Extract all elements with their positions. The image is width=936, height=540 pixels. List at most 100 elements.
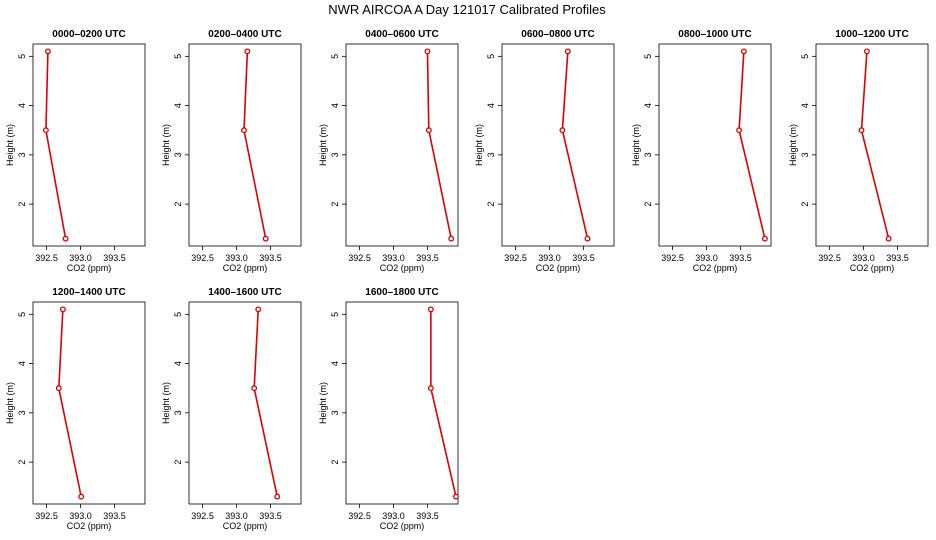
x-tick-label: 393.5 — [259, 511, 282, 521]
x-axis-label: CO2 (ppm) — [693, 263, 738, 273]
y-tick-label: 4 — [173, 361, 183, 366]
y-tick-label: 3 — [173, 152, 183, 157]
x-tick-label: 392.5 — [35, 253, 58, 263]
profile-panel-5: 0800–1000 UTC 392.5 393.0 393.5 2 3 4 5 CO2 (ppm… — [631, 29, 772, 273]
x-tick-label: 393.5 — [572, 253, 595, 263]
y-tick-label: 4 — [17, 361, 27, 366]
y-axis-label: Height (m) — [161, 124, 171, 166]
y-tick-label: 5 — [173, 312, 183, 317]
y-tick-label: 3 — [643, 152, 653, 157]
y-tick-label: 3 — [800, 152, 810, 157]
panel-title: 1000–1200 UTC — [835, 29, 908, 40]
profile-line — [860, 51, 890, 239]
profile-point — [241, 127, 247, 134]
profile-point — [427, 306, 434, 313]
profile-point — [44, 48, 51, 55]
y-axis-label: Height (m) — [5, 124, 15, 166]
panel-title: 0400–0600 UTC — [365, 29, 438, 40]
y-tick-label: 4 — [330, 103, 340, 108]
y-tick-label: 3 — [173, 410, 183, 415]
x-axis-label: CO2 (ppm) — [67, 521, 112, 531]
profile-line — [738, 51, 766, 239]
x-tick-label: 393.5 — [103, 511, 126, 521]
profile-point — [244, 48, 251, 55]
plot-frame — [345, 301, 459, 505]
y-tick-label: 2 — [486, 202, 496, 207]
profile-line — [426, 51, 452, 239]
plot-frame — [188, 301, 302, 505]
y-tick-label: 2 — [17, 460, 27, 465]
y-tick-label: 4 — [800, 103, 810, 108]
profile-line — [45, 51, 67, 239]
panel-title: 0800–1000 UTC — [678, 29, 751, 40]
profile-point — [255, 306, 262, 313]
y-tick-label: 4 — [486, 103, 496, 108]
profile-point — [251, 385, 258, 392]
profile-point — [42, 127, 49, 134]
x-tick-label: 393.0 — [538, 253, 561, 263]
profile-point — [78, 493, 85, 500]
profile-panel-1: 0000–0200 UTC 392.5 393.0 393.5 2 3 4 5 CO2 (ppm… — [5, 29, 146, 273]
x-tick-label: 392.5 — [818, 253, 841, 263]
profile-line — [57, 309, 82, 497]
panel-title: 0000–0200 UTC — [52, 29, 125, 40]
x-tick-label: 392.5 — [661, 253, 684, 263]
profile-point — [740, 48, 747, 55]
profile-panel-8: 1400–1600 UTC 392.5 393.0 393.5 2 3 4 5 CO2 (ppm… — [161, 287, 302, 531]
x-tick-label: 393.0 — [695, 253, 718, 263]
y-tick-label: 2 — [173, 460, 183, 465]
profile-panel-4: 0600–0800 UTC 392.5 393.0 393.5 2 3 4 5 CO2 (ppm… — [474, 29, 615, 273]
plot-frame — [188, 43, 302, 247]
panel-title: 1200–1400 UTC — [52, 287, 125, 298]
plot-frame — [345, 43, 459, 247]
y-axis-label: Height (m) — [318, 124, 328, 166]
profile-point — [427, 385, 434, 392]
profile-panel-9: 1600–1800 UTC 392.5 393.0 393.5 2 3 4 5 CO2 (ppm… — [318, 287, 459, 531]
profile-point — [55, 385, 62, 392]
y-tick-label: 2 — [800, 202, 810, 207]
y-tick-label: 3 — [17, 152, 27, 157]
profile-point — [448, 235, 455, 242]
profile-point — [584, 235, 591, 242]
x-axis-label: CO2 (ppm) — [380, 263, 425, 273]
x-tick-label: 393.5 — [416, 253, 439, 263]
x-axis-label: CO2 (ppm) — [850, 263, 895, 273]
x-tick-label: 392.5 — [504, 253, 527, 263]
x-axis-label: CO2 (ppm) — [380, 521, 425, 531]
y-tick-label: 3 — [486, 152, 496, 157]
panel-title: 0200–0400 UTC — [208, 29, 281, 40]
y-tick-label: 4 — [17, 103, 27, 108]
panels-grid: 0000–0200 UTC 392.5 393.0 393.5 2 3 4 5 CO2 (ppm… — [5, 29, 929, 531]
profile-point — [425, 127, 432, 134]
profile-point — [761, 235, 768, 242]
y-tick-label: 5 — [330, 312, 340, 317]
plot-frame — [815, 43, 929, 247]
profile-point — [863, 48, 870, 55]
y-tick-label: 5 — [486, 54, 496, 59]
x-tick-label: 393.0 — [382, 253, 405, 263]
profile-point — [858, 127, 865, 134]
x-tick-label: 393.0 — [69, 511, 92, 521]
y-tick-label: 5 — [17, 54, 27, 59]
profile-point — [424, 48, 431, 55]
x-tick-label: 393.0 — [382, 511, 405, 521]
x-tick-label: 393.0 — [225, 511, 248, 521]
panel-title: 0600–0800 UTC — [521, 29, 594, 40]
profile-point — [736, 127, 743, 134]
y-tick-label: 3 — [17, 410, 27, 415]
plot-frame — [658, 43, 772, 247]
x-tick-label: 392.5 — [191, 511, 214, 521]
y-tick-label: 3 — [330, 410, 340, 415]
y-axis-label: Height (m) — [318, 382, 328, 424]
x-tick-label: 393.5 — [886, 253, 909, 263]
x-tick-label: 393.5 — [416, 511, 439, 521]
figure-title: NWR AIRCOA A Day 121017 Calibrated Profi… — [328, 2, 606, 17]
x-tick-label: 392.5 — [191, 253, 214, 263]
profile-point — [885, 235, 892, 242]
y-axis-label: Height (m) — [5, 382, 15, 424]
profile-point — [274, 493, 281, 500]
y-tick-label: 2 — [330, 460, 340, 465]
x-axis-label: CO2 (ppm) — [536, 263, 581, 273]
x-axis-label: CO2 (ppm) — [67, 263, 112, 273]
